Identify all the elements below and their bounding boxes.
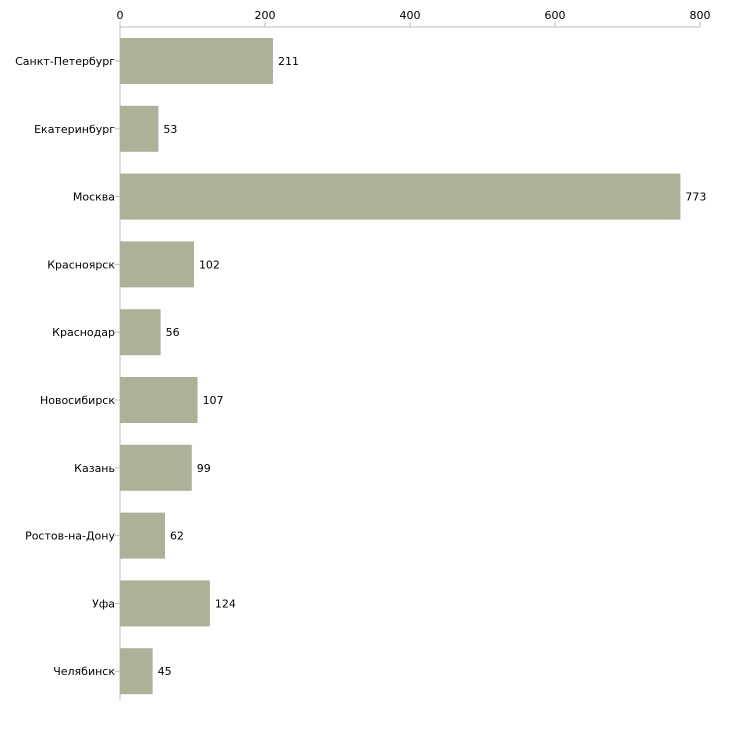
value-label: 107 <box>203 394 224 407</box>
bar <box>120 309 161 356</box>
category-label: Уфа <box>92 597 115 610</box>
x-axis: 0 200 400 600 800 <box>117 9 711 28</box>
category-labels: Санкт-Петербург Екатеринбург Москва Красноя… <box>15 55 115 678</box>
category-label: Санкт-Петербург <box>15 55 115 68</box>
value-label: 124 <box>215 597 236 610</box>
y-axis <box>115 27 121 700</box>
bar <box>120 648 153 695</box>
category-label: Казань <box>74 462 115 475</box>
value-label: 211 <box>278 55 299 68</box>
x-tick-label: 800 <box>690 9 711 22</box>
value-label: 102 <box>199 258 220 271</box>
bars <box>120 38 681 695</box>
category-label: Екатеринбург <box>34 123 115 136</box>
value-label: 773 <box>685 191 706 204</box>
category-label: Челябинск <box>53 665 115 678</box>
bar <box>120 241 194 288</box>
value-label: 62 <box>170 530 184 543</box>
bar <box>120 38 273 84</box>
value-label: 45 <box>158 665 172 678</box>
value-label: 99 <box>197 462 211 475</box>
category-label: Ростов-на-Дону <box>25 530 115 543</box>
category-label: Красноярск <box>47 258 115 271</box>
x-tick-label: 600 <box>545 9 566 22</box>
category-label: Краснодар <box>52 326 115 339</box>
value-labels: 211 53 773 102 56 107 99 62 124 45 <box>158 55 707 678</box>
bar <box>120 580 210 627</box>
bar <box>120 512 165 559</box>
x-tick-label: 400 <box>400 9 421 22</box>
value-label: 56 <box>166 326 180 339</box>
bar <box>120 444 192 491</box>
x-tick-label: 0 <box>117 9 124 22</box>
value-label: 53 <box>163 123 177 136</box>
bar <box>120 105 159 152</box>
x-tick-label: 200 <box>255 9 276 22</box>
category-label: Москва <box>73 191 115 204</box>
bar <box>120 173 681 220</box>
bar <box>120 377 198 423</box>
category-label: Новосибирск <box>40 394 115 407</box>
